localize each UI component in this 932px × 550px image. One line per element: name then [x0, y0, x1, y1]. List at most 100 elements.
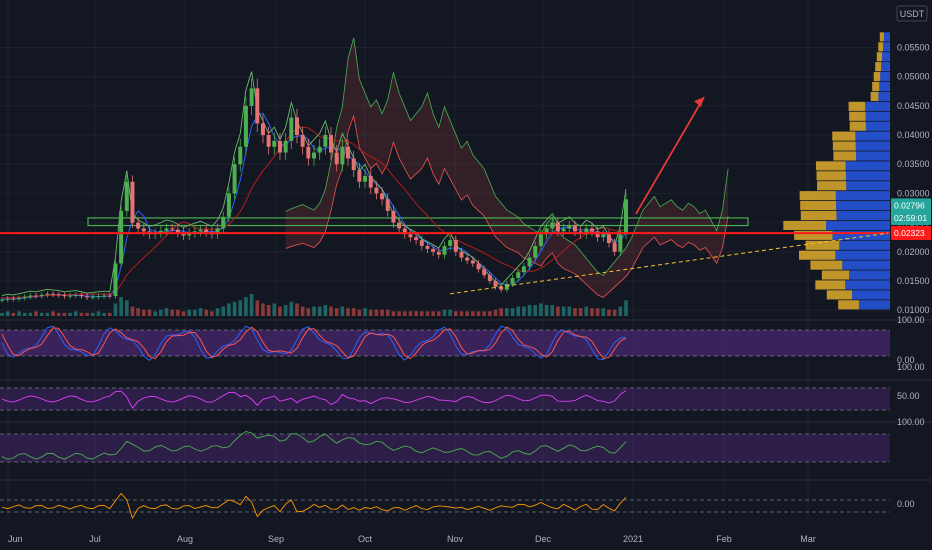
candle-body[interactable]	[584, 228, 589, 235]
candle-body[interactable]	[113, 263, 118, 297]
candle-body[interactable]	[198, 229, 203, 232]
candle-body[interactable]	[385, 199, 390, 211]
price-tick-label[interactable]: 0.04000	[897, 130, 930, 140]
price-tick-label[interactable]: 0.03000	[897, 188, 930, 198]
candle-body[interactable]	[17, 297, 22, 300]
time-label[interactable]: Sep	[268, 534, 284, 544]
candle-body[interactable]	[487, 275, 492, 281]
candle-body[interactable]	[39, 294, 44, 297]
candle-body[interactable]	[567, 225, 572, 229]
candle-body[interactable]	[340, 146, 345, 165]
candle-body[interactable]	[561, 228, 566, 232]
candle-body[interactable]	[606, 234, 611, 244]
candle-body[interactable]	[476, 263, 481, 270]
candle-body[interactable]	[277, 140, 282, 153]
candle-body[interactable]	[226, 193, 231, 217]
candle-body[interactable]	[107, 295, 112, 297]
candle-body[interactable]	[249, 88, 254, 106]
candle-body[interactable]	[436, 251, 441, 255]
candle-body[interactable]	[538, 234, 543, 246]
candle-body[interactable]	[289, 117, 294, 141]
candle-body[interactable]	[357, 170, 362, 182]
candle-body[interactable]	[595, 231, 600, 238]
candle-body[interactable]	[243, 105, 248, 147]
time-label[interactable]: Dec	[535, 534, 552, 544]
candle-body[interactable]	[51, 293, 56, 295]
candle-body[interactable]	[56, 294, 61, 296]
candle-body[interactable]	[283, 140, 288, 153]
candle-body[interactable]	[601, 234, 606, 238]
candle-body[interactable]	[170, 228, 175, 230]
candle-body[interactable]	[510, 278, 515, 284]
candle-body[interactable]	[306, 146, 311, 159]
candle-body[interactable]	[346, 146, 351, 159]
candle-body[interactable]	[329, 135, 334, 153]
time-axis[interactable]: Jun Jul Aug Sep Oct Nov Dec 2021 Feb Mar	[8, 534, 816, 544]
candle-body[interactable]	[351, 158, 356, 171]
currency-badge-box[interactable]	[896, 5, 928, 22]
candle-body[interactable]	[493, 280, 498, 287]
candle-body[interactable]	[312, 152, 316, 159]
candle-body[interactable]	[238, 146, 243, 165]
candle-body[interactable]	[215, 228, 220, 235]
candle-body[interactable]	[374, 187, 379, 194]
candle-body[interactable]	[453, 240, 458, 252]
candle-body[interactable]	[96, 296, 101, 298]
candle-body[interactable]	[442, 245, 447, 255]
time-label[interactable]: Feb	[716, 534, 732, 544]
candle-body[interactable]	[221, 216, 226, 229]
candle-body[interactable]	[572, 225, 577, 232]
candle-body[interactable]	[527, 257, 532, 267]
price-tick-label[interactable]: 0.04500	[897, 101, 930, 111]
candle-body[interactable]	[130, 181, 135, 223]
price-tick-label[interactable]: 0.01500	[897, 276, 930, 286]
candle-body[interactable]	[380, 193, 385, 200]
candle-body[interactable]	[391, 210, 396, 223]
candle-body[interactable]	[85, 296, 90, 298]
candle-body[interactable]	[141, 228, 146, 232]
time-label[interactable]: Aug	[177, 534, 193, 544]
time-label[interactable]: Mar	[800, 534, 816, 544]
candle-body[interactable]	[28, 295, 33, 297]
candle-body[interactable]	[164, 228, 169, 231]
candle-body[interactable]	[136, 222, 141, 229]
candle-body[interactable]	[334, 152, 339, 165]
candle-body[interactable]	[300, 135, 305, 147]
candle-body[interactable]	[5, 298, 10, 300]
candle-body[interactable]	[22, 296, 27, 298]
time-label[interactable]: Nov	[447, 534, 464, 544]
candle-body[interactable]	[363, 175, 368, 182]
price-tick-label[interactable]: 0.01000	[897, 305, 930, 315]
candle-body[interactable]	[187, 233, 192, 236]
time-label[interactable]: Oct	[358, 534, 373, 544]
candle-body[interactable]	[504, 283, 509, 290]
candle-body[interactable]	[521, 266, 526, 273]
price-tick-label[interactable]: 0.05500	[897, 43, 930, 53]
candle-body[interactable]	[0, 299, 4, 301]
candle-body[interactable]	[425, 245, 430, 249]
candle-body[interactable]	[45, 293, 50, 295]
candle-body[interactable]	[102, 295, 107, 297]
candle-body[interactable]	[294, 117, 299, 136]
candle-body[interactable]	[124, 181, 129, 211]
candle-body[interactable]	[260, 123, 265, 136]
candle-body[interactable]	[465, 257, 470, 261]
price-tick-label[interactable]: 0.03500	[897, 159, 930, 169]
candle-body[interactable]	[414, 237, 419, 241]
candle-body[interactable]	[516, 272, 521, 279]
currency-badge[interactable]: USDT	[896, 5, 928, 22]
candle-body[interactable]	[68, 295, 73, 297]
candle-body[interactable]	[266, 135, 271, 147]
time-label[interactable]: Jun	[8, 534, 23, 544]
candle-body[interactable]	[62, 294, 67, 297]
candle-body[interactable]	[550, 222, 555, 229]
candle-body[interactable]	[618, 234, 623, 252]
candle-body[interactable]	[448, 240, 453, 246]
candle-body[interactable]	[11, 298, 16, 300]
time-label[interactable]: 2021	[623, 534, 643, 544]
candle-body[interactable]	[402, 228, 407, 235]
candle-body[interactable]	[90, 296, 95, 298]
candle-body[interactable]	[204, 229, 209, 232]
candle-body[interactable]	[368, 175, 373, 188]
